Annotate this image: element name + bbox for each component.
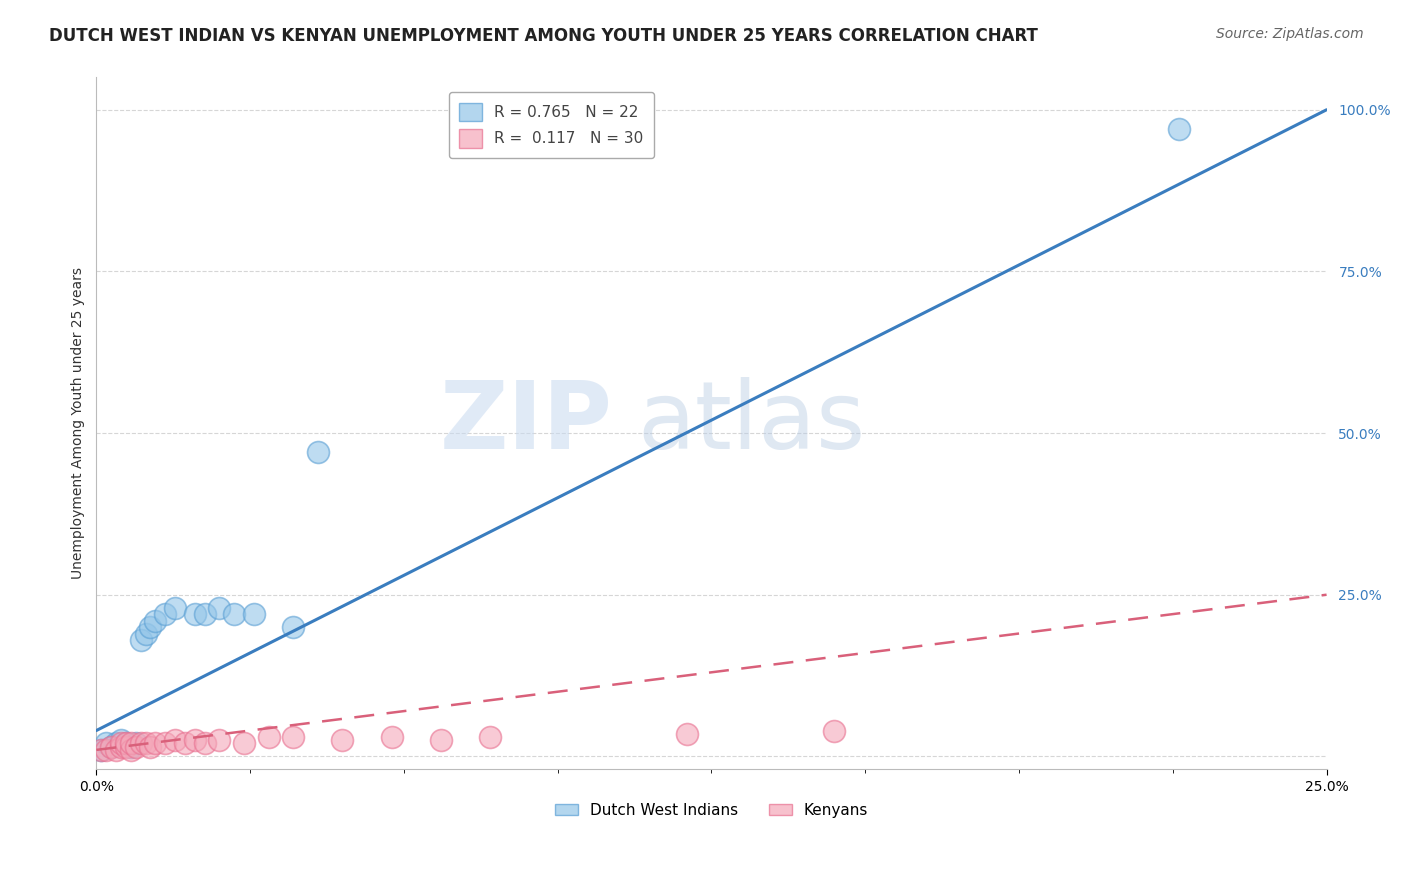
Point <box>90 743 112 757</box>
Point <box>1168 122 1191 136</box>
Point <box>824 723 846 738</box>
Point <box>120 743 142 757</box>
Point <box>115 739 138 754</box>
Point <box>208 733 231 747</box>
Point <box>184 733 207 747</box>
Point <box>243 607 266 621</box>
Text: Source: ZipAtlas.com: Source: ZipAtlas.com <box>1216 27 1364 41</box>
Point <box>224 607 246 621</box>
Point <box>145 614 167 628</box>
Point <box>145 736 167 750</box>
Point <box>135 626 157 640</box>
Point <box>110 733 132 747</box>
Point <box>184 607 207 621</box>
Point <box>165 600 187 615</box>
Text: DUTCH WEST INDIAN VS KENYAN UNEMPLOYMENT AMONG YOUTH UNDER 25 YEARS CORRELATION : DUTCH WEST INDIAN VS KENYAN UNEMPLOYMENT… <box>49 27 1038 45</box>
Point <box>139 739 162 754</box>
Point <box>90 743 112 757</box>
Y-axis label: Unemployment Among Youth under 25 years: Unemployment Among Youth under 25 years <box>72 268 86 580</box>
Point <box>139 620 162 634</box>
Point <box>307 445 329 459</box>
Point <box>174 736 197 750</box>
Point <box>120 736 142 750</box>
Point <box>96 743 118 757</box>
Point <box>135 736 157 750</box>
Point <box>100 739 122 754</box>
Legend: Dutch West Indians, Kenyans: Dutch West Indians, Kenyans <box>548 797 875 824</box>
Point <box>155 607 177 621</box>
Point <box>100 739 122 754</box>
Point <box>208 600 231 615</box>
Point <box>110 736 132 750</box>
Point <box>257 730 280 744</box>
Point <box>233 736 256 750</box>
Point <box>381 730 404 744</box>
Point <box>120 739 142 754</box>
Point <box>479 730 502 744</box>
Point <box>129 736 152 750</box>
Point <box>283 620 305 634</box>
Point <box>194 607 217 621</box>
Point <box>105 743 128 757</box>
Point <box>332 733 354 747</box>
Point <box>165 733 187 747</box>
Point <box>105 736 128 750</box>
Point <box>155 736 177 750</box>
Point <box>110 739 132 754</box>
Point <box>676 727 699 741</box>
Point <box>115 736 138 750</box>
Point <box>430 733 453 747</box>
Point <box>125 736 148 750</box>
Point <box>129 632 152 647</box>
Point <box>96 736 118 750</box>
Text: ZIP: ZIP <box>440 377 613 469</box>
Text: atlas: atlas <box>638 377 866 469</box>
Point <box>125 739 148 754</box>
Point <box>283 730 305 744</box>
Point <box>194 736 217 750</box>
Point <box>115 736 138 750</box>
